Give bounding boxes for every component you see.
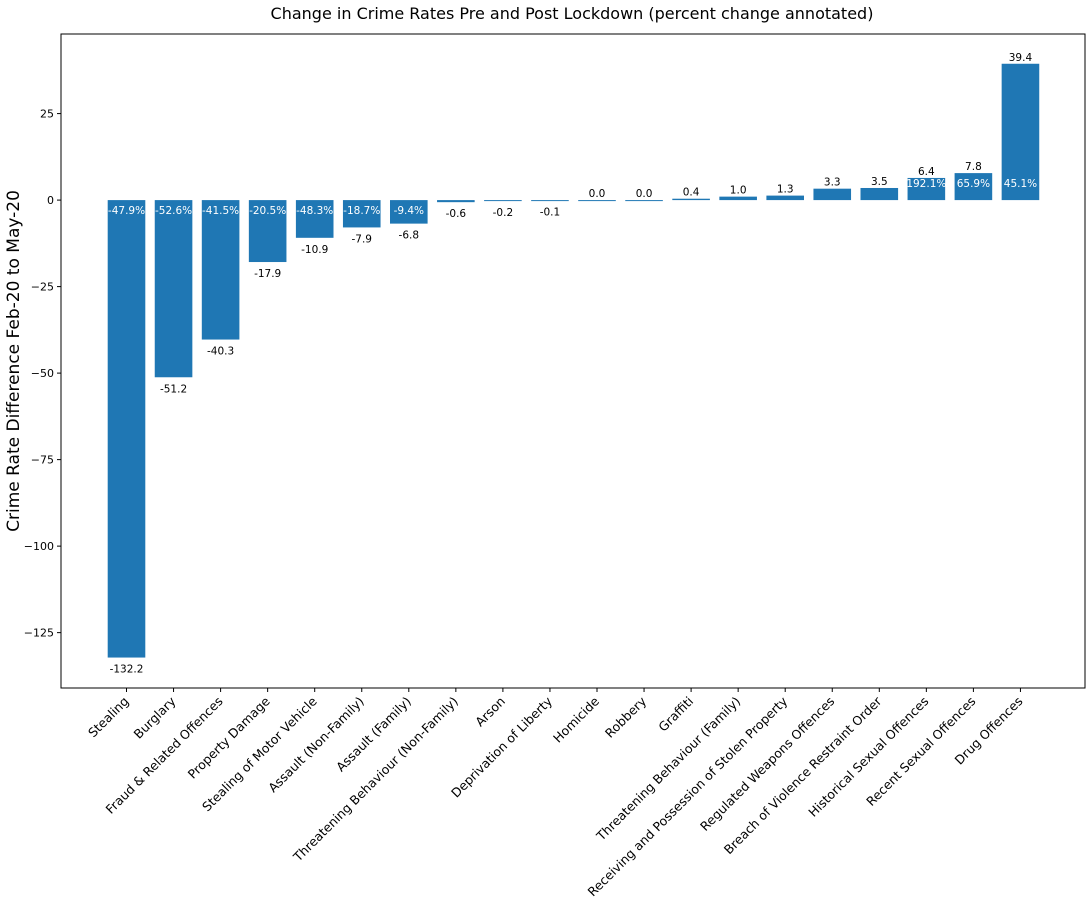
bar-value-label: -0.2 bbox=[493, 207, 514, 219]
bar bbox=[954, 173, 993, 201]
bar-value-label: -6.8 bbox=[399, 230, 420, 242]
bar-percent-label: -52.6% bbox=[155, 205, 192, 217]
y-tick-label: −50 bbox=[31, 367, 54, 380]
bar-value-label: 3.5 bbox=[871, 176, 888, 188]
bar-value-label: 7.8 bbox=[965, 161, 982, 173]
bar-value-label: -132.2 bbox=[110, 664, 144, 676]
bar-value-label: 1.0 bbox=[730, 185, 747, 197]
bar-value-label: 3.3 bbox=[824, 177, 841, 189]
x-tick-label: Graffiti bbox=[655, 694, 696, 735]
bar bbox=[1001, 63, 1040, 201]
y-tick-label: 0 bbox=[47, 194, 54, 207]
bar-value-label: -51.2 bbox=[160, 383, 187, 395]
bar-value-label: -0.1 bbox=[540, 206, 561, 218]
x-tick-label: Stealing bbox=[85, 694, 132, 741]
bar-percent-label: 192.1% bbox=[906, 178, 946, 190]
bar bbox=[248, 200, 287, 263]
bar-value-label: -40.3 bbox=[207, 346, 234, 358]
x-tick-label: Threatening Behaviour (Non-Family) bbox=[290, 694, 461, 865]
bars-layer bbox=[107, 63, 1040, 658]
x-tick-label: Property Damage bbox=[185, 693, 273, 781]
bar bbox=[578, 200, 616, 202]
bar-value-label: 0.0 bbox=[636, 188, 653, 200]
x-tick-label: Robbery bbox=[602, 693, 650, 741]
bar bbox=[860, 187, 899, 201]
bar bbox=[531, 200, 569, 202]
x-tick-label: Arson bbox=[472, 694, 508, 730]
x-tick-label: Burglary bbox=[131, 693, 180, 742]
bar-percent-label: -47.9% bbox=[108, 205, 145, 217]
bar bbox=[107, 200, 146, 658]
bar bbox=[437, 200, 475, 203]
bar-value-label: -10.9 bbox=[301, 244, 328, 256]
y-tick-label: −75 bbox=[31, 454, 54, 467]
bar-percent-label: -18.7% bbox=[343, 205, 380, 217]
bar-percent-label: -41.5% bbox=[202, 205, 239, 217]
value-labels-layer: -132.2 -47.9% -51.2 -52.6% -40.3 -41.5% -17.9 -… bbox=[108, 52, 1037, 676]
bar bbox=[201, 200, 240, 340]
bar bbox=[390, 200, 428, 224]
bar bbox=[907, 177, 946, 201]
plot-frame bbox=[60, 33, 1086, 689]
bar-value-label: 0.0 bbox=[589, 188, 606, 200]
bar bbox=[625, 200, 663, 202]
bar-value-label: 39.4 bbox=[1009, 52, 1033, 64]
bar bbox=[484, 200, 522, 202]
y-tick-label: 25 bbox=[40, 108, 54, 121]
bar-percent-label: 65.9% bbox=[957, 178, 990, 190]
bar-percent-label: -48.3% bbox=[296, 205, 333, 217]
bar-value-label: -0.6 bbox=[446, 208, 467, 220]
bar-value-label: 0.4 bbox=[683, 187, 700, 199]
bar-percent-label: -20.5% bbox=[249, 205, 286, 217]
y-tick-label: −25 bbox=[31, 281, 54, 294]
bar bbox=[672, 198, 710, 201]
y-tick-label: −125 bbox=[24, 627, 54, 640]
bar bbox=[295, 200, 334, 238]
bar-percent-label: 45.1% bbox=[1004, 178, 1037, 190]
bar bbox=[813, 188, 852, 201]
bar-percent-label: -9.4% bbox=[394, 205, 424, 217]
bar-value-label: -17.9 bbox=[254, 268, 281, 280]
bar-value-label: -7.9 bbox=[352, 233, 373, 245]
y-axis-label: Crime Rate Difference Feb-20 to May-20 bbox=[4, 190, 24, 532]
bar bbox=[766, 195, 804, 201]
bar-value-label: 6.4 bbox=[918, 166, 935, 178]
bar bbox=[154, 200, 193, 378]
bar-value-label: 1.3 bbox=[777, 184, 794, 196]
y-tick-label: −100 bbox=[24, 540, 54, 553]
x-tick-label: Homicide bbox=[550, 693, 602, 745]
bar bbox=[719, 196, 757, 201]
chart-title: Change in Crime Rates Pre and Post Lockd… bbox=[271, 4, 874, 23]
y-axis: 25 0 −25 −50 −75 −100 −125 bbox=[24, 108, 61, 640]
bar bbox=[342, 200, 381, 228]
